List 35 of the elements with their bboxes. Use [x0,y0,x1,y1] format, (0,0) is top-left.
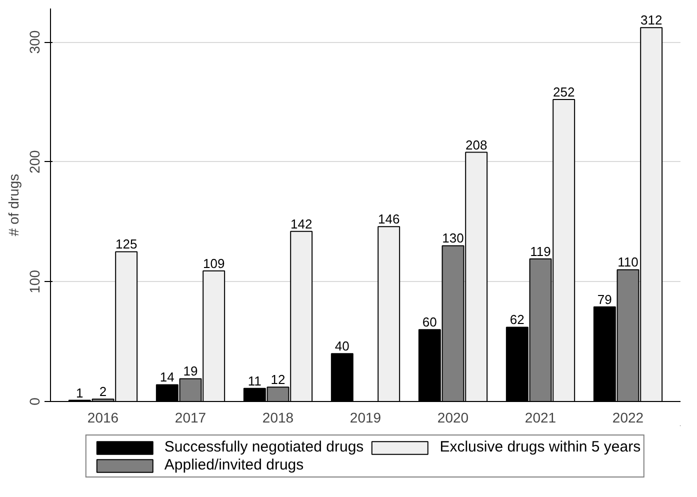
x-tick-label: 2021 [524,410,556,426]
x-tick-label: 2022 [612,410,644,426]
data-label: 1 [76,385,84,400]
data-label: 252 [552,84,575,100]
data-label: 125 [115,236,138,252]
data-label: 40 [334,338,350,354]
data-label: 110 [618,254,638,270]
x-tick-label: 2018 [262,410,294,426]
data-label: 146 [378,212,400,227]
data-label: 11 [248,373,262,388]
x-tick-label: 2020 [437,410,469,426]
data-label: 2 [99,384,107,400]
legend-label: Applied/invited drugs [164,456,304,474]
x-tick-label: 2019 [350,410,382,426]
legend-label: Successfully negotiated drugs [164,438,364,456]
data-label: 62 [510,312,524,328]
data-label: 130 [442,230,464,246]
data-label: 12 [270,372,286,388]
y-tick-label: 300 [26,30,42,54]
x-tick-label: 2016 [87,410,119,426]
y-tick-label: 100 [26,270,42,294]
data-label: 60 [422,314,437,330]
x-tick-label: 2017 [174,410,206,426]
data-label: 79 [597,292,612,307]
y-tick-label: 0 [26,397,42,406]
y-tick-label: 200 [26,150,42,174]
data-label: 142 [290,216,312,232]
data-label: 208 [465,137,488,152]
data-label: 119 [530,244,551,259]
data-label: 19 [183,364,198,379]
data-label: 14 [160,370,174,385]
legend-label: Exclusive drugs within 5 years [440,438,641,456]
data-label: 312 [640,12,662,28]
data-label: 109 [202,256,225,271]
y-axis-title: # of drugs [6,174,22,236]
